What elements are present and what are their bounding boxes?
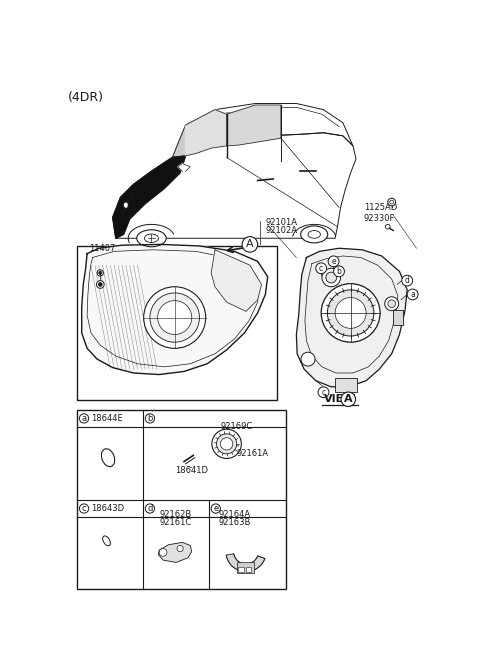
Bar <box>238 567 244 572</box>
Text: d: d <box>147 504 153 513</box>
Circle shape <box>402 275 413 286</box>
Ellipse shape <box>137 230 166 247</box>
Circle shape <box>328 256 339 267</box>
Ellipse shape <box>123 202 128 208</box>
Circle shape <box>79 504 89 513</box>
Text: A: A <box>246 239 254 249</box>
Ellipse shape <box>308 230 321 239</box>
Circle shape <box>159 549 167 556</box>
Circle shape <box>97 270 103 276</box>
Circle shape <box>326 272 336 283</box>
Text: 18644E: 18644E <box>91 414 123 423</box>
Circle shape <box>407 289 418 300</box>
Text: e: e <box>331 257 336 266</box>
Circle shape <box>212 429 241 458</box>
Polygon shape <box>82 245 268 375</box>
Polygon shape <box>113 133 356 239</box>
Ellipse shape <box>103 536 110 546</box>
Text: 92164A: 92164A <box>219 510 251 519</box>
Text: 92162B: 92162B <box>159 510 192 519</box>
Circle shape <box>211 504 220 513</box>
Bar <box>393 310 403 325</box>
Text: 1125AD: 1125AD <box>364 203 397 212</box>
Circle shape <box>157 301 192 334</box>
Circle shape <box>216 434 237 454</box>
Text: c: c <box>322 388 325 397</box>
Text: VIEW: VIEW <box>324 394 356 404</box>
Circle shape <box>99 271 102 275</box>
Text: 18641D: 18641D <box>175 466 208 475</box>
Text: e: e <box>213 504 218 513</box>
Text: c: c <box>82 504 86 513</box>
Circle shape <box>177 545 183 551</box>
Circle shape <box>390 200 394 204</box>
Polygon shape <box>178 163 190 172</box>
Circle shape <box>388 300 396 308</box>
Polygon shape <box>158 543 192 562</box>
Circle shape <box>301 352 315 366</box>
Bar <box>77 410 286 589</box>
Text: 92102A: 92102A <box>265 226 298 235</box>
Text: (4DR): (4DR) <box>68 91 104 104</box>
Ellipse shape <box>300 226 328 243</box>
Bar <box>335 379 357 392</box>
Ellipse shape <box>101 449 115 466</box>
Bar <box>237 562 254 574</box>
Circle shape <box>322 268 340 287</box>
Text: 92161C: 92161C <box>159 518 192 527</box>
Text: b: b <box>336 267 341 276</box>
Polygon shape <box>186 110 227 156</box>
Text: 11407: 11407 <box>89 245 116 253</box>
Polygon shape <box>211 250 262 312</box>
Bar <box>246 567 252 572</box>
Polygon shape <box>296 249 407 387</box>
Ellipse shape <box>144 234 158 243</box>
Circle shape <box>316 263 326 273</box>
Circle shape <box>388 198 396 206</box>
Circle shape <box>385 224 390 229</box>
Circle shape <box>334 266 345 277</box>
Circle shape <box>145 504 155 513</box>
Text: a: a <box>410 290 415 299</box>
Polygon shape <box>227 105 281 146</box>
Circle shape <box>98 283 102 286</box>
Circle shape <box>79 414 89 423</box>
Circle shape <box>96 281 104 288</box>
Text: b: b <box>147 414 153 423</box>
Text: 92169C: 92169C <box>220 422 252 431</box>
Polygon shape <box>172 110 227 157</box>
Circle shape <box>327 290 374 336</box>
Text: d: d <box>405 276 409 285</box>
Circle shape <box>144 287 206 348</box>
Circle shape <box>385 297 399 311</box>
Text: 92101A: 92101A <box>265 218 298 227</box>
Polygon shape <box>226 554 265 572</box>
Circle shape <box>150 293 200 342</box>
Text: 92163B: 92163B <box>219 518 251 527</box>
Circle shape <box>145 414 155 423</box>
Circle shape <box>220 438 233 450</box>
Text: 92161A: 92161A <box>237 449 269 458</box>
Circle shape <box>335 297 366 328</box>
Text: A: A <box>344 394 353 404</box>
Polygon shape <box>113 156 186 239</box>
Circle shape <box>318 387 329 397</box>
Text: c: c <box>319 264 323 273</box>
Text: a: a <box>82 414 86 423</box>
Polygon shape <box>172 103 353 157</box>
Text: 18643D: 18643D <box>91 504 124 513</box>
Bar <box>77 246 277 400</box>
Circle shape <box>321 283 380 342</box>
Text: 92330F: 92330F <box>364 214 395 223</box>
